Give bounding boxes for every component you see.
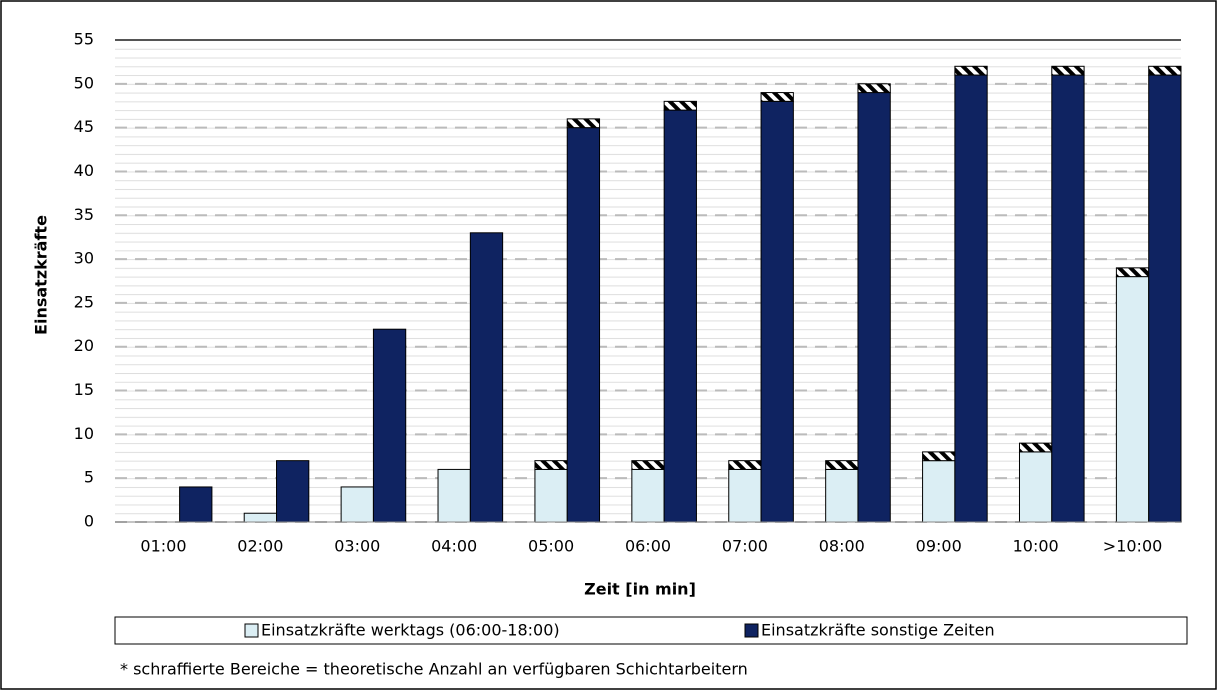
bar	[857, 92, 891, 523]
y-tick-label: 35	[74, 205, 94, 224]
x-tick-label: 06:00	[625, 537, 671, 556]
bar	[1115, 276, 1150, 523]
hatched-segment	[566, 118, 601, 129]
bar	[276, 460, 310, 523]
x-tick-label: 09:00	[916, 537, 962, 556]
x-tick-label: 05:00	[528, 537, 574, 556]
footnote: * schraffierte Bereiche = theoretische A…	[120, 660, 748, 679]
y-tick-label: 40	[74, 161, 94, 180]
hatched-segment	[954, 65, 988, 76]
legend	[114, 616, 1188, 645]
bar	[372, 328, 407, 523]
y-tick-label: 10	[74, 424, 94, 443]
x-tick-label: 02:00	[237, 537, 283, 556]
y-tick-label: 20	[74, 336, 94, 355]
legend-swatch	[744, 623, 759, 638]
hatched-segment	[631, 460, 665, 470]
x-tick-label: 03:00	[334, 537, 380, 556]
bar	[437, 468, 471, 523]
bar	[1148, 74, 1182, 523]
y-tick-label: 0	[84, 512, 94, 531]
legend-label: Einsatzkräfte sonstige Zeiten	[761, 621, 995, 640]
x-tick-label: 01:00	[140, 537, 186, 556]
bar	[760, 100, 794, 523]
bar	[179, 486, 213, 523]
bar	[728, 468, 762, 523]
hatched-segment	[857, 83, 891, 94]
hatched-segment	[1115, 267, 1150, 278]
bar	[566, 127, 601, 523]
hatched-segment	[728, 460, 762, 470]
hatched-segment	[922, 451, 956, 462]
hatched-segment	[825, 460, 859, 470]
y-tick-label: 15	[74, 380, 94, 399]
y-tick-label: 30	[74, 249, 94, 268]
y-tick-label: 5	[84, 468, 94, 487]
legend-label: Einsatzkräfte werktags (06:00-18:00)	[261, 621, 560, 640]
x-tick-label: 04:00	[431, 537, 477, 556]
hatched-segment	[663, 100, 697, 111]
bar	[1018, 451, 1053, 523]
x-tick-label: 08:00	[819, 537, 865, 556]
y-tick-label: 50	[74, 73, 94, 92]
hatched-segment	[1051, 65, 1085, 76]
hatched-segment	[534, 460, 568, 470]
x-axis-title: Zeit [in min]	[584, 580, 696, 599]
bar	[631, 468, 665, 523]
bar	[1051, 74, 1085, 523]
bar	[340, 486, 374, 523]
y-tick-label: 25	[74, 292, 94, 311]
y-axis-title: Einsatzkräfte	[32, 215, 51, 335]
y-tick-label: 55	[74, 30, 94, 49]
bar	[825, 468, 859, 523]
x-tick-label: >10:00	[1103, 537, 1163, 556]
bar	[663, 109, 697, 523]
legend-swatch	[244, 623, 259, 638]
bar	[534, 468, 568, 523]
bar	[243, 512, 278, 523]
x-tick-label: 10:00	[1013, 537, 1059, 556]
y-tick-label: 45	[74, 117, 94, 136]
bar	[469, 232, 504, 523]
bar	[922, 460, 956, 523]
hatched-segment	[1018, 442, 1053, 453]
hatched-segment	[760, 92, 794, 102]
minor-grid	[115, 40, 1181, 522]
hatched-segment	[1148, 65, 1182, 76]
x-tick-label: 07:00	[722, 537, 768, 556]
bar	[954, 74, 988, 523]
